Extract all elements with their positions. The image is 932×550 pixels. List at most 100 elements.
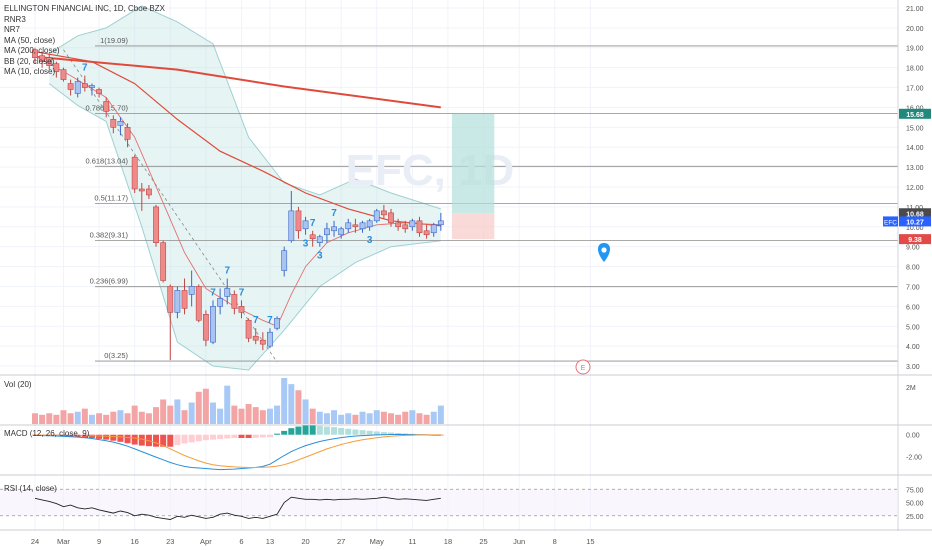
volume-bar	[281, 378, 288, 424]
volume-bar	[238, 408, 245, 424]
price-badge	[899, 108, 931, 119]
ma10-line	[34, 55, 441, 327]
candle-body	[416, 220, 423, 234]
legend-item-nr7[interactable]: NR7	[4, 25, 21, 34]
volume-bar	[74, 411, 81, 424]
legend-item-rnr3[interactable]: RNR3	[4, 14, 26, 24]
volume-bar	[224, 385, 231, 424]
candle-body	[60, 69, 67, 80]
candle-body	[202, 314, 209, 341]
pattern-annotation: 3	[317, 251, 323, 262]
price-tick-label: 7.00	[906, 284, 920, 291]
fib-level-label: 0(3.25)	[104, 351, 128, 360]
candle	[39, 51, 46, 68]
price-tick-label: 5.00	[906, 324, 920, 331]
candle	[302, 216, 309, 235]
rsi-label: RSI (14, close)	[4, 484, 57, 493]
bollinger-band-fill	[49, 6, 441, 370]
macd-histogram-bar	[266, 434, 273, 438]
location-marker-icon	[597, 243, 611, 262]
chart-title: ELLINGTON FINANCIAL INC, 1D, Cboe BZX	[4, 4, 165, 13]
macd-histogram-bar	[309, 425, 316, 435]
candle-body	[96, 89, 102, 94]
candle	[181, 278, 188, 315]
candle-body	[430, 224, 437, 234]
macd-histogram-bar	[210, 434, 216, 440]
macd-histogram-bar	[274, 433, 281, 435]
macd-histogram-bar	[395, 432, 402, 435]
price-tick-label: 9.00	[906, 245, 920, 252]
legend-item-ma200[interactable]: MA (200, close)	[4, 46, 60, 55]
time-tick-label: 20	[301, 537, 309, 546]
macd-histogram-bar	[188, 434, 195, 443]
macd-tick-label: 0.00	[906, 433, 920, 440]
candle-body	[81, 83, 88, 88]
candle	[202, 310, 209, 347]
candle-body	[281, 250, 288, 271]
candle-body	[238, 306, 245, 313]
macd-histogram-bar	[238, 434, 245, 438]
candle	[138, 183, 145, 211]
legend-item-ma10[interactable]: MA (10, close)	[4, 67, 56, 76]
fib-level-label: 0.382(9.31)	[90, 231, 129, 240]
macd-histogram-bar	[295, 426, 302, 435]
fib-level-label: 0.5(11.17)	[94, 194, 128, 203]
time-tick-label: 6	[239, 537, 243, 546]
candle-body	[231, 294, 238, 309]
volume-bar	[53, 414, 60, 424]
macd-histogram-bar	[437, 434, 444, 436]
pattern-annotation: 7	[239, 287, 245, 298]
macd-histogram-bar	[302, 425, 309, 435]
legend-item-bb[interactable]: BB (20, close)	[4, 56, 55, 66]
volume-bar	[338, 414, 345, 424]
volume-bar	[288, 384, 295, 424]
candle-body	[67, 83, 74, 90]
candle	[160, 240, 167, 283]
pattern-annotation: 7	[267, 315, 273, 326]
macd-histogram-bar	[88, 434, 95, 438]
price-tick-label: 3.00	[906, 364, 920, 371]
candle	[281, 246, 288, 277]
candle	[416, 216, 423, 237]
candle	[324, 222, 330, 243]
candle-body	[388, 212, 394, 224]
candle	[53, 61, 60, 78]
macd-histogram-bar	[316, 425, 323, 435]
pattern-annotation: 7	[82, 63, 88, 74]
candle-body	[395, 222, 402, 228]
macd-histogram-bar	[252, 434, 259, 438]
candle-body	[373, 210, 380, 222]
candle	[74, 77, 81, 98]
candle-body	[437, 220, 444, 226]
earnings-badge	[575, 359, 591, 375]
volume-label: Vol (20)	[4, 380, 32, 389]
price-tick-label: 18.00	[906, 66, 924, 73]
price-tick-label: 17.00	[906, 86, 924, 93]
candle-body	[74, 81, 81, 94]
volume-bar	[302, 399, 309, 424]
price-tick-label: 10.00	[906, 225, 924, 232]
macd-histogram-bar	[103, 434, 110, 440]
macd-histogram-bar	[380, 432, 387, 435]
price-badge	[899, 208, 931, 219]
price-tick-label: 15.00	[906, 125, 924, 132]
candle	[67, 79, 74, 96]
candle	[259, 332, 266, 351]
volume-bar	[117, 410, 124, 424]
price-badge	[899, 216, 931, 227]
volume-bar	[188, 402, 195, 424]
volume-bar	[202, 388, 209, 424]
volume-bar	[295, 390, 302, 424]
time-tick-label: 18	[444, 537, 452, 546]
volume-bar	[373, 410, 380, 424]
price-tick-label: 8.00	[906, 265, 920, 272]
candle	[288, 190, 295, 243]
macd-histogram-bar	[388, 432, 394, 435]
volume-bar	[32, 413, 38, 424]
candle-body	[245, 319, 252, 339]
candle	[110, 115, 117, 134]
legend-item-ma50[interactable]: MA (50, close)	[4, 35, 56, 45]
candle-body	[302, 220, 309, 230]
time-tick-label: 23	[166, 537, 174, 546]
